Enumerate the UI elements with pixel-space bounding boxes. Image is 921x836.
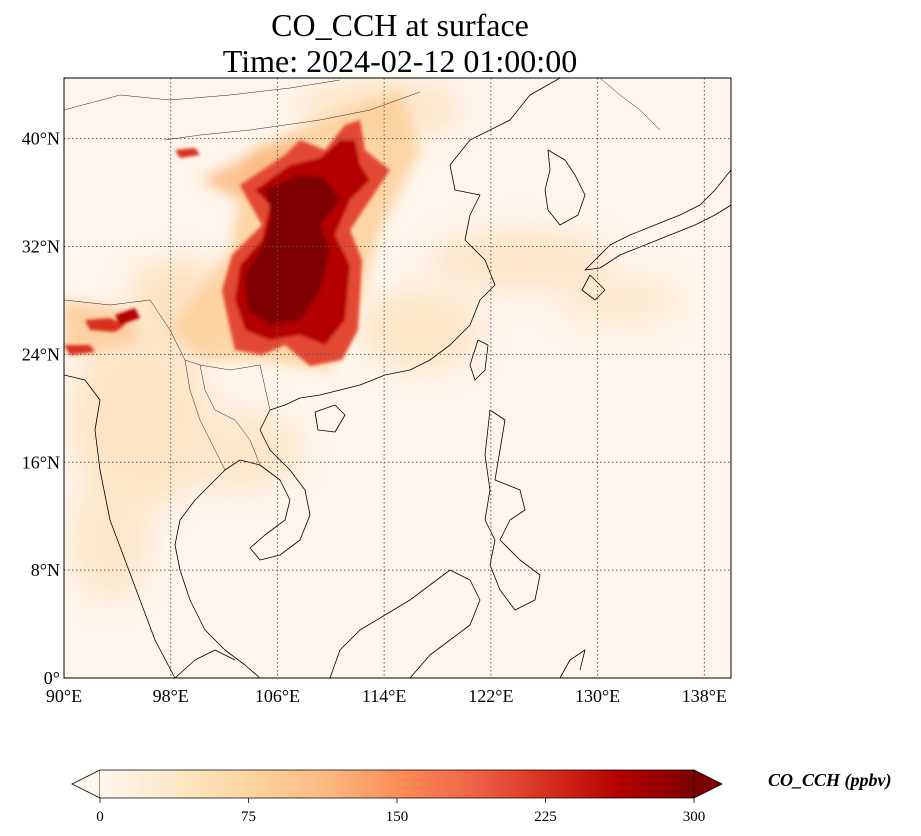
map-time-subtitle: Time: 2024-02-12 01:00:00 (222, 43, 578, 79)
lon-tick-label: 138°E (682, 686, 727, 706)
lon-tick-label: 130°E (575, 686, 620, 706)
colorbar-tick-label: 0 (96, 809, 104, 825)
colorbar-ticks: 0 75 150 225 300 (96, 798, 705, 825)
lon-tick-label: 114°E (362, 686, 407, 706)
colorbar-tick-label: 225 (534, 809, 557, 825)
lon-tick-label: 122°E (468, 686, 513, 706)
colorbar-min-extension (71, 769, 101, 799)
country-borders (64, 78, 661, 471)
colorbar-tick-label: 300 (683, 809, 706, 825)
lon-tick-label: 90°E (46, 686, 82, 706)
co-concentration-field (64, 78, 731, 678)
lon-tick-label: 98°E (153, 686, 189, 706)
map-frame (63, 77, 732, 679)
lat-tick-label: 32°N (22, 237, 60, 257)
colorbar-tick-label: 150 (386, 809, 409, 825)
lat-tick-label: 0° (44, 668, 60, 688)
lat-tick-label: 8°N (31, 560, 60, 580)
longitude-tick-labels: 90°E 98°E 106°E 114°E 122°E 130°E 138°E (46, 686, 727, 706)
colorbar: 0 75 150 225 300 (71, 769, 723, 825)
colorbar-max-extension (693, 769, 723, 799)
colorbar-label: CO_CCH (ppbv) (768, 770, 892, 790)
colorbar-gradient (100, 770, 694, 798)
map-title: CO_CCH at surface (271, 7, 529, 43)
lat-tick-label: 40°N (22, 129, 60, 149)
lon-tick-label: 106°E (255, 686, 300, 706)
lat-tick-label: 24°N (22, 344, 60, 364)
colorbar-tick-label: 75 (241, 809, 256, 825)
lat-tick-label: 16°N (22, 452, 60, 472)
latitude-tick-labels: 0° 8°N 16°N 24°N 32°N 40°N (22, 129, 60, 688)
